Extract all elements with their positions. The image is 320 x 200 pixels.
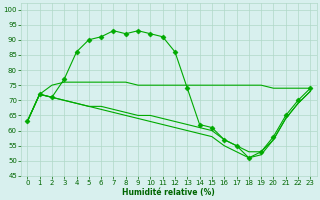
X-axis label: Humidité relative (%): Humidité relative (%) xyxy=(123,188,215,197)
